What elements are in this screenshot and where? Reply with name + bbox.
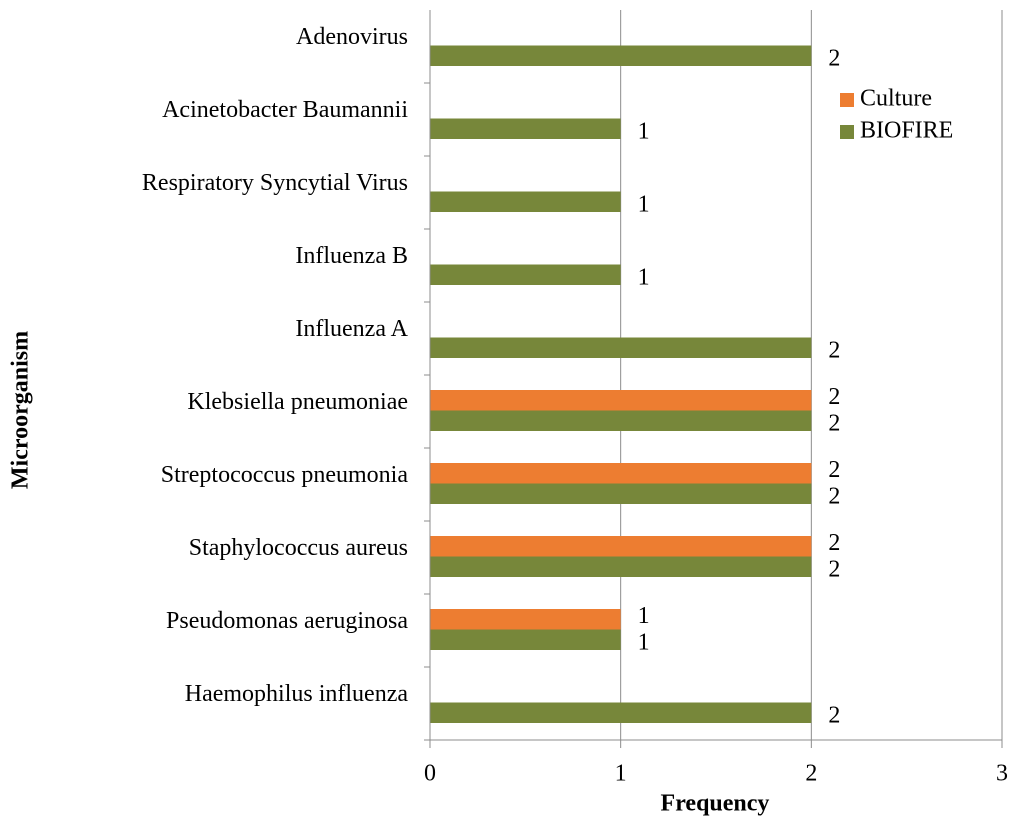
x-tick-label: 3 <box>996 761 1008 787</box>
bar <box>430 337 812 358</box>
bar <box>430 629 621 650</box>
y-tick-label: Influenza A <box>295 316 408 342</box>
bar <box>430 45 812 66</box>
y-axis-title: Microorganism <box>8 331 34 489</box>
value-label: 1 <box>638 603 650 629</box>
value-label: 2 <box>828 384 840 410</box>
x-tick-label: 1 <box>615 761 627 787</box>
y-tick-label: Adenovirus <box>296 24 408 50</box>
value-label: 2 <box>828 410 840 436</box>
legend-swatch <box>840 125 854 139</box>
value-label: 2 <box>828 702 840 728</box>
bar <box>430 483 812 504</box>
legend-label: Culture <box>860 86 932 112</box>
value-label: 1 <box>638 264 650 290</box>
y-tick-label: Streptococcus pneumonia <box>161 462 409 488</box>
bar <box>430 556 812 577</box>
bar <box>430 463 812 484</box>
bar <box>430 390 812 411</box>
x-tick-label: 0 <box>424 761 436 787</box>
y-tick-label: Klebsiella pneumoniae <box>187 389 408 415</box>
y-tick-label: Pseudomonas aeruginosa <box>166 608 408 634</box>
bar <box>430 536 812 557</box>
bar <box>430 191 621 212</box>
bar <box>430 702 812 723</box>
x-tick-label: 2 <box>805 761 817 787</box>
value-label: 2 <box>828 530 840 556</box>
bar <box>430 410 812 431</box>
value-label: 1 <box>638 118 650 144</box>
value-label: 1 <box>638 629 650 655</box>
legend-swatch <box>840 93 854 107</box>
x-axis-title: Frequency <box>661 791 770 817</box>
legend-label: BIOFIRE <box>860 118 953 144</box>
bar <box>430 609 621 630</box>
bar <box>430 264 621 285</box>
value-label: 2 <box>828 457 840 483</box>
value-label: 2 <box>828 556 840 582</box>
y-tick-label: Staphylococcus aureus <box>189 535 408 561</box>
value-label: 2 <box>828 337 840 363</box>
value-label: 1 <box>638 191 650 217</box>
value-label: 2 <box>828 45 840 71</box>
y-tick-label: Respiratory Syncytial Virus <box>142 170 408 196</box>
y-tick-label: Influenza B <box>295 243 408 269</box>
bar <box>430 118 621 139</box>
y-tick-label: Acinetobacter Baumannii <box>162 97 408 123</box>
y-tick-label: Haemophilus influenza <box>185 681 409 707</box>
value-label: 2 <box>828 483 840 509</box>
